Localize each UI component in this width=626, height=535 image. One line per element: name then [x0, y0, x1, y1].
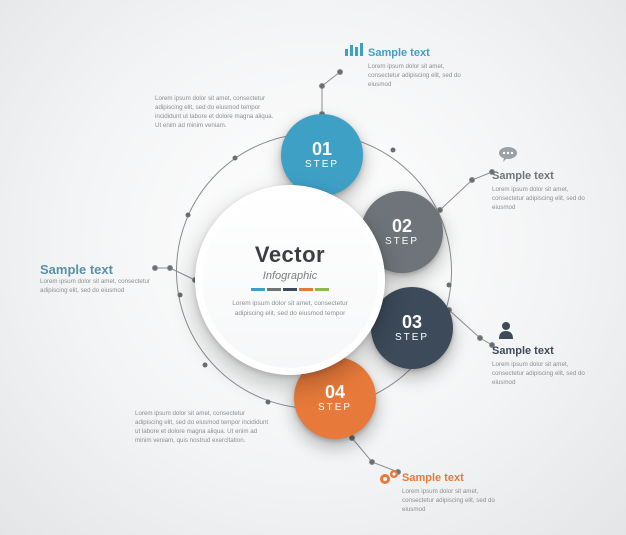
bars-icon: [345, 42, 363, 56]
center-circle: Vector Infographic Lorem ipsum dolor sit…: [195, 185, 385, 375]
callout-title-c1: Sample text: [368, 47, 430, 59]
center-subtitle: Infographic: [263, 270, 317, 282]
step-label: STEP: [305, 159, 339, 170]
step-01: 01STEP: [281, 114, 363, 196]
chat-icon: [498, 146, 518, 162]
step-number: 01: [312, 140, 332, 158]
callout-title-c2: Sample text: [492, 170, 554, 182]
text-panel-p1: Lorem ipsum dolor sit amet, consectetur …: [155, 95, 275, 131]
callout-body-c4: Lorem ipsum dolor sit amet, consectetur …: [402, 488, 512, 515]
callout-body-c2: Lorem ipsum dolor sit amet, consectetur …: [492, 186, 592, 213]
callout-title-c4: Sample text: [402, 472, 464, 484]
person-icon: [498, 321, 514, 339]
gears-icon: [378, 468, 400, 486]
step-number: 02: [392, 217, 412, 235]
callout-body-c5: Lorem ipsum dolor sit amet, consectetur …: [40, 278, 155, 296]
step-number: 04: [325, 383, 345, 401]
step-label: STEP: [318, 402, 352, 413]
callout-title-c5: Sample text: [40, 262, 113, 277]
center-title: Vector: [255, 242, 325, 268]
text-panel-p2: Lorem ipsum dolor sit amet, consectetur …: [135, 410, 270, 446]
callout-title-c3: Sample text: [492, 345, 554, 357]
center-body: Lorem ipsum dolor sit amet, consectetur …: [230, 299, 350, 317]
step-label: STEP: [395, 332, 429, 343]
center-stripe: [251, 288, 329, 291]
callout-body-c1: Lorem ipsum dolor sit amet, consectetur …: [368, 63, 478, 90]
infographic-stage: 01STEP02STEP03STEP04STEP Vector Infograp…: [0, 0, 626, 535]
step-03: 03STEP: [371, 287, 453, 369]
callout-body-c3: Lorem ipsum dolor sit amet, consectetur …: [492, 361, 592, 388]
step-label: STEP: [385, 236, 419, 247]
step-number: 03: [402, 313, 422, 331]
